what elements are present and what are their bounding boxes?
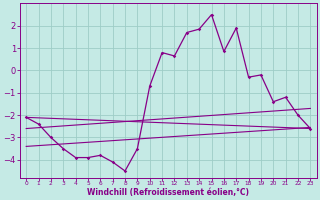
X-axis label: Windchill (Refroidissement éolien,°C): Windchill (Refroidissement éolien,°C) bbox=[87, 188, 249, 197]
